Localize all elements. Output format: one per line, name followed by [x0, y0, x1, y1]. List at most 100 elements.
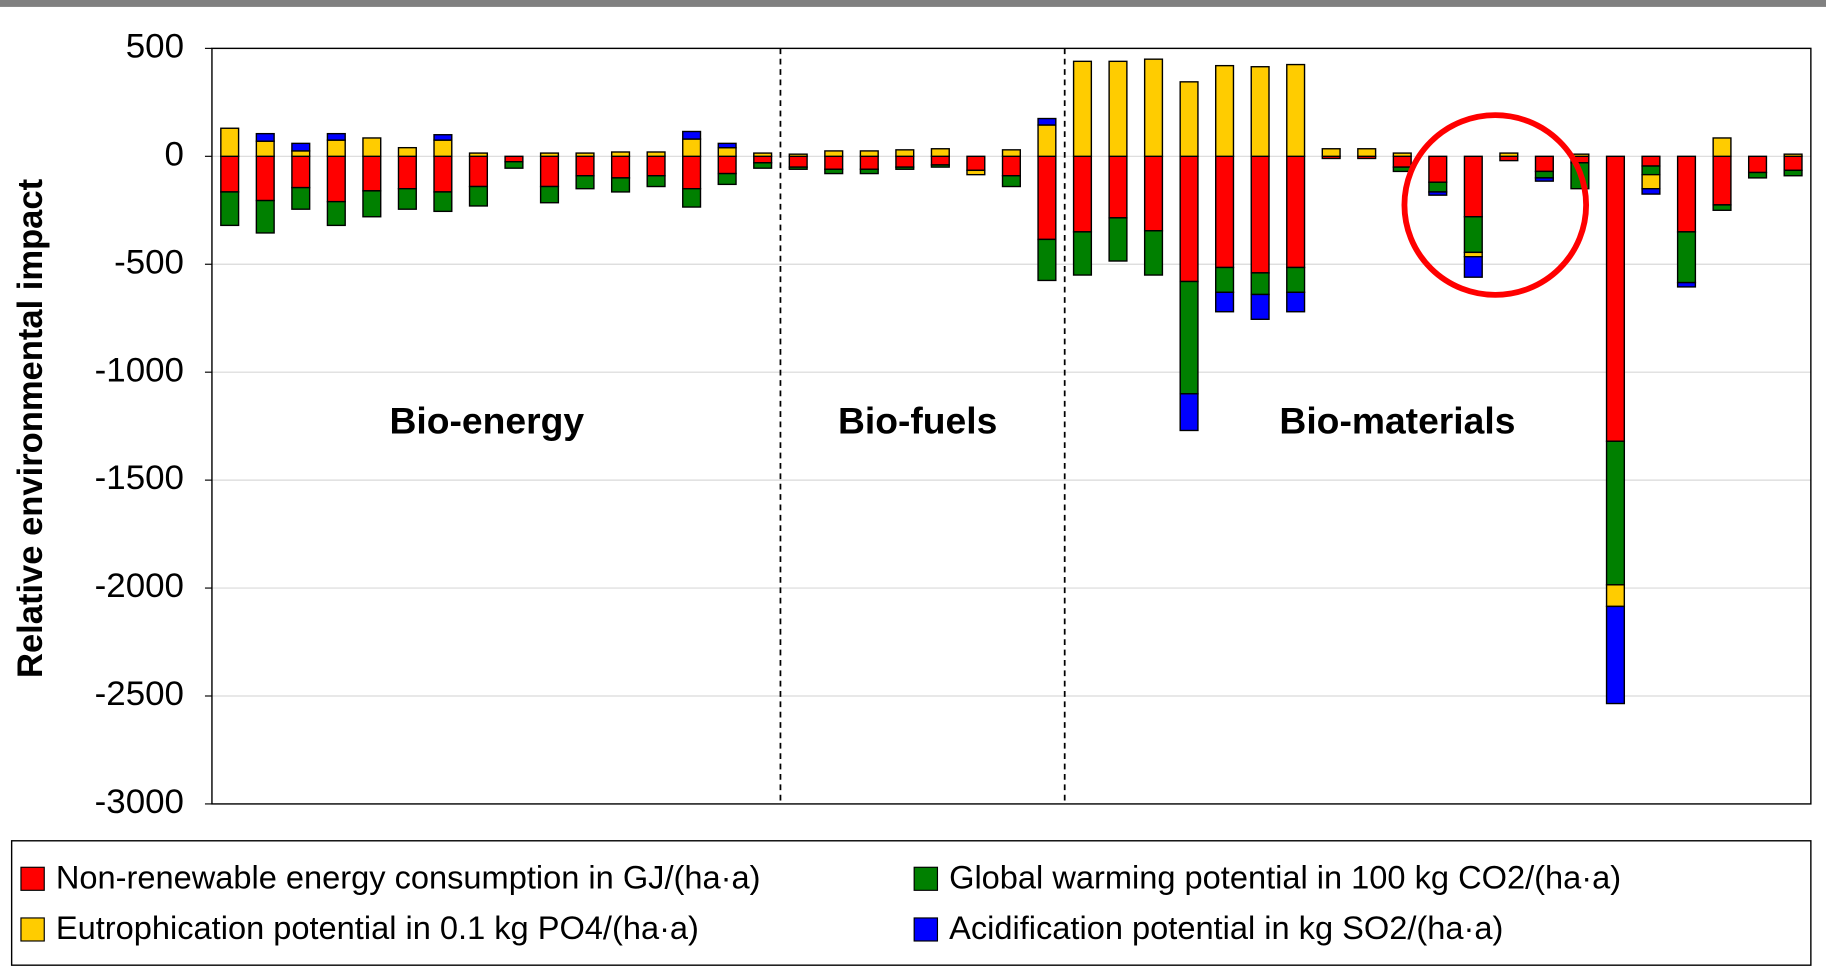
- bar-segment: [1605, 155, 1626, 442]
- bar-segment: [1179, 155, 1199, 283]
- bar-segment: [1143, 155, 1164, 232]
- bar-segment: [859, 150, 879, 158]
- bar-segment: [895, 166, 915, 170]
- bar-segment: [717, 155, 737, 175]
- bar-segment: [220, 191, 240, 227]
- bar-segment: [1641, 173, 1661, 190]
- bar-segment: [291, 150, 311, 158]
- bar-segment: [610, 177, 631, 193]
- bar-segment: [504, 161, 524, 169]
- y-tick-label: -500: [114, 244, 184, 282]
- region-label: Bio-fuels: [838, 400, 997, 442]
- bar-segment: [468, 155, 489, 188]
- bar-segment: [824, 150, 844, 158]
- bar-segment: [1037, 124, 1057, 158]
- legend-swatch: [913, 866, 939, 891]
- y-tick-label: -3000: [95, 783, 184, 821]
- bar-segment: [433, 134, 453, 141]
- bar-segment: [1250, 155, 1270, 274]
- y-axis-label: Relative environmental impact: [12, 178, 50, 678]
- bar-segment: [717, 146, 737, 158]
- bar-segment: [1747, 155, 1768, 174]
- bar-segment: [610, 155, 631, 179]
- bar-segment: [682, 188, 702, 208]
- region-label: Bio-energy: [389, 400, 584, 442]
- bar-segment: [1179, 280, 1199, 395]
- bar-segment: [1321, 148, 1341, 158]
- bar-segment: [1463, 216, 1483, 254]
- window-frame: [0, 0, 1826, 7]
- bar-segment: [291, 186, 311, 210]
- bar-segment: [1676, 155, 1697, 233]
- bar-segment: [326, 200, 346, 227]
- bar-segment: [966, 169, 986, 176]
- bar-segment: [1215, 64, 1235, 158]
- y-tick-label: 0: [165, 136, 184, 174]
- bar-segment: [1215, 266, 1235, 294]
- bar-segment: [1108, 217, 1128, 262]
- bar-segment: [682, 155, 702, 190]
- bar-segment: [1783, 155, 1803, 172]
- bar-segment: [788, 155, 808, 168]
- bar-segment: [1286, 291, 1306, 313]
- bar-segment: [824, 168, 844, 175]
- bar-segment: [397, 155, 417, 190]
- bar-segment: [1286, 63, 1306, 158]
- bar-segment: [255, 140, 275, 158]
- y-tick-label: -1500: [95, 459, 184, 497]
- legend-label: Non-renewable energy consumption in GJ/(…: [56, 860, 761, 896]
- bar-segment: [1037, 238, 1057, 282]
- bar-segment: [1108, 60, 1128, 158]
- bar-segment: [291, 155, 311, 189]
- bar-segment: [1747, 171, 1768, 179]
- bar-segment: [326, 132, 346, 141]
- legend-label: Global warming potential in 100 kg CO2/(…: [949, 860, 1621, 896]
- bar-segment: [1286, 155, 1306, 269]
- bar-segment: [468, 185, 489, 207]
- bar-segment: [1428, 155, 1448, 183]
- bar-segment: [1499, 152, 1519, 158]
- bar-segment: [1463, 155, 1483, 218]
- bar-segment: [539, 152, 560, 158]
- highlight-circle: [1401, 112, 1590, 298]
- bar-segment: [1179, 81, 1199, 158]
- bar-segment: [1428, 191, 1448, 196]
- bar-segment: [1676, 231, 1697, 284]
- bar-segment: [788, 166, 808, 170]
- bar-segment: [895, 155, 915, 168]
- bar-segment: [575, 175, 595, 190]
- bar-segment: [255, 155, 275, 202]
- bar-segment: [646, 155, 666, 177]
- bar-segment: [1712, 204, 1732, 211]
- bar-segment: [1783, 169, 1803, 177]
- bar-segment: [930, 148, 950, 158]
- bar-segment: [362, 137, 382, 158]
- bar-segment: [575, 152, 595, 158]
- bar-segment: [1605, 584, 1626, 608]
- bar-segment: [1001, 155, 1021, 177]
- y-tick-label: -2500: [95, 675, 184, 713]
- bar-segment: [1463, 256, 1483, 278]
- legend-box: [10, 840, 1812, 966]
- bar-segment: [504, 155, 524, 163]
- bar-segment: [1143, 230, 1164, 276]
- bar-segment: [1108, 155, 1128, 219]
- bar-segment: [788, 153, 808, 158]
- bar-segment: [1641, 188, 1661, 195]
- bar-segment: [1072, 155, 1093, 233]
- bar-segment: [1534, 170, 1554, 179]
- bar-segment: [362, 155, 382, 192]
- bar-segment: [1534, 177, 1554, 182]
- legend-label: Eutrophication potential in 0.1 kg PO4/(…: [56, 910, 699, 946]
- bar-segment: [255, 132, 275, 142]
- bar-segment: [1712, 155, 1732, 206]
- bar-segment: [753, 152, 773, 158]
- bar-segment: [397, 188, 417, 210]
- bar-segment: [1641, 155, 1661, 167]
- bar-segment: [1428, 181, 1448, 193]
- bar-segment: [1037, 117, 1057, 126]
- y-tick-label: -2000: [95, 567, 184, 605]
- bar-segment: [539, 185, 560, 204]
- bar-segment: [930, 164, 950, 168]
